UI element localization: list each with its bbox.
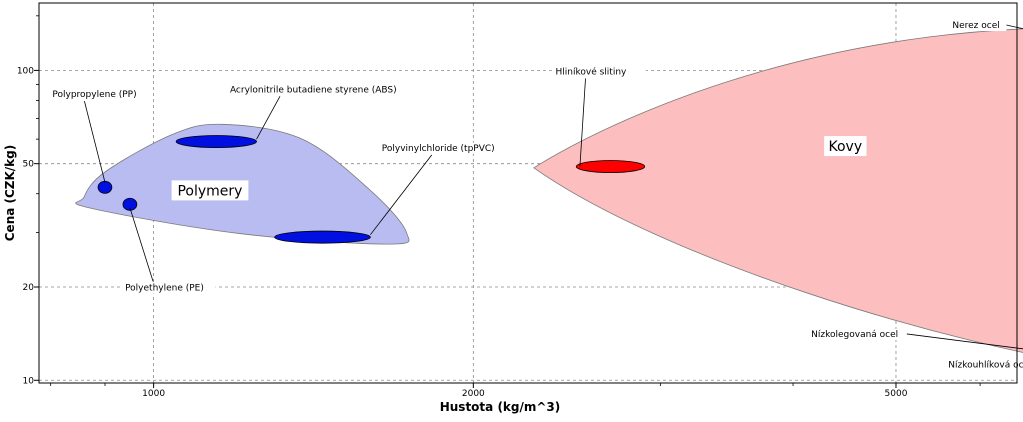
annotation-hlinikove-slitiny: Hliníkové slitiny <box>556 66 628 77</box>
leader-polypropylene-pp <box>84 101 106 183</box>
family-label-box <box>171 180 249 201</box>
annotation-box <box>227 84 425 96</box>
y-axis-title: Cena (CZK/kg) <box>3 145 17 242</box>
family-envelope-kovy <box>533 28 1023 353</box>
annotation-box <box>809 328 907 340</box>
annotation-acrylonitrile-butadiene-styrene-abs: Acrylonitrile butadiene styrene (ABS) <box>230 85 397 95</box>
bubble-polyethylene-pe <box>122 197 138 211</box>
y-tick-label: 20 <box>23 283 35 293</box>
plot-frame <box>38 2 1018 384</box>
bubble-acrylonitrile-butadiene-styrene-abs <box>175 135 257 149</box>
annotation-box <box>950 20 1007 32</box>
family-label-kovy: Kovy <box>829 139 863 155</box>
x-tick-label: 2000 <box>462 389 485 399</box>
leader-nizkolegovana-ocel <box>906 333 1023 350</box>
leader-nerez-ocel <box>1006 24 1023 30</box>
annotation-box <box>123 282 216 294</box>
x-tick-label: 1000 <box>142 389 165 399</box>
annotation-labels: Polymery Kovy Polypropylene (PP) Polyethyle… <box>50 20 1023 371</box>
leader-lines <box>84 24 1023 350</box>
leader-polyvinylchloride-tppvc <box>370 154 433 235</box>
annotation-box <box>553 66 646 78</box>
annotation-box <box>379 142 514 154</box>
y-tick-label: 100 <box>17 66 34 76</box>
y-tick-label: 50 <box>23 160 35 170</box>
family-label-box <box>824 136 867 157</box>
annotation-polyethylene-pe: Polyethylene (PE) <box>125 283 204 293</box>
leader-acrylonitrile-butadiene-styrene-abs <box>256 96 281 140</box>
bubble-polypropylene-pp <box>97 180 113 194</box>
x-tick-label: 5000 <box>885 389 908 399</box>
annotation-nerez-ocel: Nerez ocel <box>952 21 999 31</box>
annotation-box <box>946 359 1023 371</box>
annotation-box <box>50 89 149 101</box>
annotation-polyvinylchloride-tppvc: Polyvinylchloride (tpPVC) <box>382 144 495 154</box>
x-axis-title: Hustota (kg/m^3) <box>440 400 561 414</box>
y-tick-label: 10 <box>23 376 35 386</box>
bubble-hlinikove-slitiny <box>575 160 646 173</box>
leader-polyethylene-pe <box>129 207 154 282</box>
bubble-polyvinylchloride-tppvc <box>274 230 371 244</box>
annotation-nizkouhlikova-ocel: Nízkouhlíková ocel <box>948 361 1023 371</box>
material-bubbles <box>97 135 646 244</box>
leader-hlinikove-slitiny <box>579 78 586 167</box>
annotation-polypropylene-pp: Polypropylene (PP) <box>52 90 136 100</box>
family-label-polymery: Polymery <box>177 183 242 199</box>
axis-ticks: 1000 2000 5000 10 20 50 100 <box>17 15 981 399</box>
annotation-nizkolegovana-ocel: Nízkolegovaná ocel <box>811 330 898 340</box>
